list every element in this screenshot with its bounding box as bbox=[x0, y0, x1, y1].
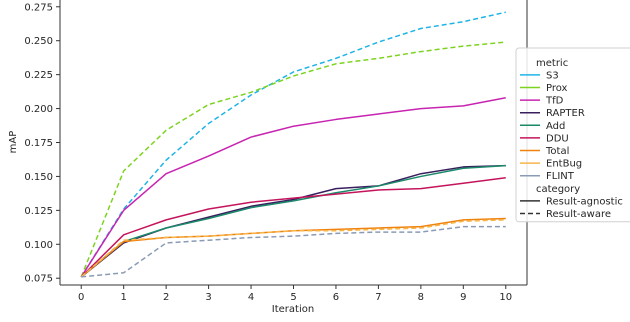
series-line-flint bbox=[81, 225, 506, 278]
x-tick-label: 4 bbox=[248, 292, 254, 303]
x-tick-label: 6 bbox=[333, 292, 339, 303]
series-line-add bbox=[80, 164, 506, 278]
legend-label-add: Add bbox=[546, 121, 565, 132]
y-tick-label: 0.075 bbox=[24, 274, 53, 285]
x-tick-label: 9 bbox=[460, 292, 466, 303]
legend-title-metric: metric bbox=[536, 58, 568, 69]
x-tick-label: 3 bbox=[205, 292, 211, 303]
series-line-ddu bbox=[80, 177, 506, 278]
series-line-tfd bbox=[80, 96, 506, 278]
legend-label-ddu: DDU bbox=[546, 133, 569, 144]
legend-label-category: Result-aware bbox=[546, 209, 611, 220]
y-tick-label: 0.275 bbox=[24, 2, 53, 13]
legend-label-entbug: EntBug bbox=[546, 159, 582, 170]
legend-box bbox=[515, 47, 630, 223]
x-tick-label: 8 bbox=[418, 292, 424, 303]
legend-label-tfd: TfD bbox=[545, 96, 564, 107]
legend-title-category: category bbox=[536, 184, 580, 195]
x-axis-label: Iteration bbox=[272, 304, 314, 315]
legend-label-s3: S3 bbox=[546, 70, 559, 81]
axes: 0 1 2 3 4 5 6 7 8 9 10 0.075 0.100 0.125 0.150 0.175 0.2… bbox=[24, 0, 528, 303]
x-tick-label: 2 bbox=[163, 292, 169, 303]
series-line-s3 bbox=[80, 11, 506, 278]
series-line-prox bbox=[80, 41, 506, 278]
x-tick-label: 0 bbox=[78, 292, 84, 303]
y-axis-label: mAP bbox=[8, 131, 19, 154]
plot-area bbox=[80, 11, 506, 278]
y-tick-label: 0.100 bbox=[24, 240, 53, 251]
series-line-entbug bbox=[80, 219, 506, 278]
y-tick-label: 0.150 bbox=[24, 172, 53, 183]
legend-label-prox: Prox bbox=[546, 83, 568, 94]
y-tick-label: 0.200 bbox=[24, 104, 53, 115]
y-tick-label: 0.125 bbox=[24, 206, 53, 217]
y-tick-label: 0.225 bbox=[24, 70, 53, 81]
x-tick-label: 1 bbox=[120, 292, 126, 303]
x-tick-label: 10 bbox=[499, 292, 512, 303]
legend-label-category: Result-agnostic bbox=[546, 196, 623, 207]
x-tick-label: 7 bbox=[375, 292, 381, 303]
x-tick-label: 5 bbox=[290, 292, 296, 303]
legend-label-total: Total bbox=[545, 146, 569, 157]
legend-label-rapter: RAPTER bbox=[546, 108, 585, 119]
y-tick-label: 0.250 bbox=[24, 36, 53, 47]
series-line-rapter bbox=[80, 164, 506, 278]
y-tick-label: 0.175 bbox=[24, 138, 53, 149]
legend-label-flint: FLINT bbox=[546, 171, 575, 182]
